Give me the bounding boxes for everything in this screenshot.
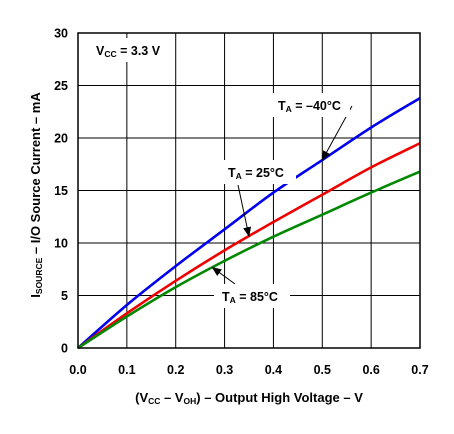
series-label-main: T <box>228 166 236 180</box>
x-axis-label: (VCC – VOH) – Output High Voltage – V <box>135 390 363 406</box>
y-axis-label: ISOURCE – I/O Source Current – mA <box>28 92 44 298</box>
series-label-main: T <box>278 99 286 113</box>
x-tick-label: 0.4 <box>265 363 282 377</box>
condition-label-box: VCC = 3.3 V <box>88 38 170 62</box>
series-lines <box>77 96 421 350</box>
y-tick-label: 20 <box>54 132 68 146</box>
series-label-sub: A <box>286 104 292 114</box>
x-tick-label: 0.2 <box>167 363 184 377</box>
series-label-sub: A <box>230 295 236 305</box>
plot-border <box>77 32 421 349</box>
series-label-2: TA = 85°C <box>222 290 278 305</box>
series-label-rest: = –40°C <box>292 99 341 113</box>
grid-lines <box>78 33 420 348</box>
series-label-0: TA = –40°C <box>278 99 341 114</box>
condition-label: VCC = 3.3 V <box>96 44 161 59</box>
x-tick-label: 0.6 <box>362 363 379 377</box>
series-label-arrow-1 <box>237 184 252 238</box>
series-label-main: T <box>222 290 230 304</box>
axis-ticks: 0.0 0.1 0.2 0.3 0.4 0.5 0.6 0.7 0 5 10 15 20 25 30 <box>54 27 429 378</box>
y-tick-label: 25 <box>54 79 68 93</box>
series-line-0 <box>77 96 421 349</box>
series-label-rest: = 25°C <box>242 166 284 180</box>
x-tick-label: 0.5 <box>314 363 331 377</box>
series-label-sub: A <box>236 171 242 181</box>
x-tick-label: 0.3 <box>216 363 233 377</box>
y-tick-label: 15 <box>54 184 68 198</box>
series-label-arrow-2 <box>211 266 236 285</box>
plot-frame <box>77 32 421 349</box>
series-label-bg-1 <box>220 160 296 184</box>
x-tick-label: 0.1 <box>118 363 135 377</box>
series-label-1: TA = 25°C <box>228 166 284 181</box>
annotations: TA = –40°CTA = 25°CTA = 85°C <box>211 93 353 308</box>
x-tick-label: 0.0 <box>69 363 86 377</box>
y-tick-label: 10 <box>54 237 68 251</box>
series-label-bg-0 <box>270 93 350 117</box>
series-line-2 <box>77 170 421 350</box>
y-tick-label: 5 <box>61 289 68 303</box>
x-tick-label: 0.7 <box>411 363 428 377</box>
y-tick-label: 30 <box>54 27 68 41</box>
series-label-bg-2 <box>214 284 290 308</box>
y-tick-label: 0 <box>61 342 68 356</box>
series-label-rest: = 85°C <box>236 290 278 304</box>
